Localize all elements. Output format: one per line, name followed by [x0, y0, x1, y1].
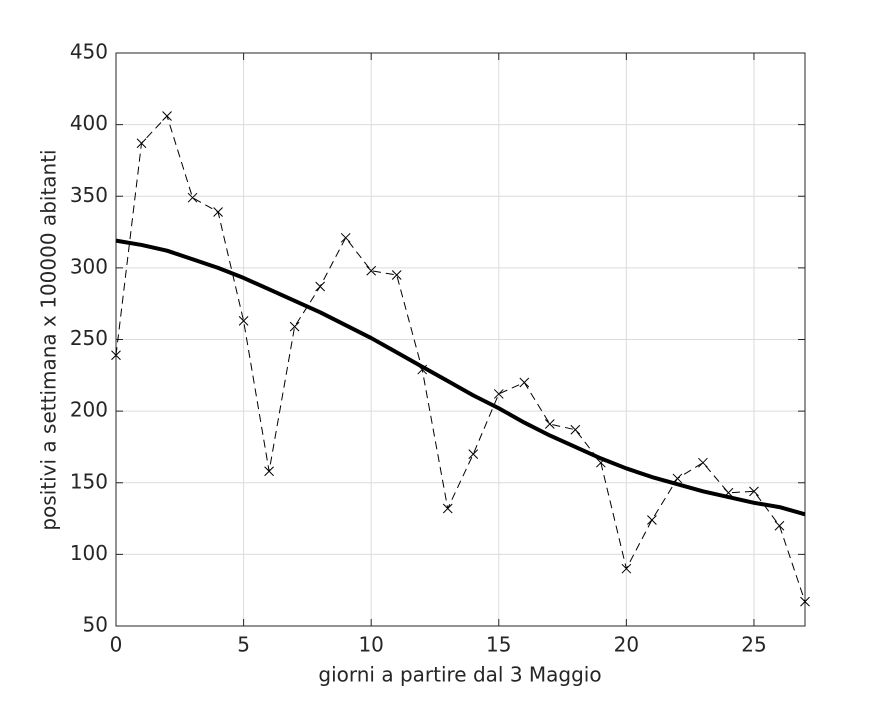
y-tick-label: 300	[70, 254, 108, 278]
data-marker	[800, 596, 810, 607]
data-marker	[442, 503, 453, 514]
data-marker	[774, 520, 785, 531]
data-line	[115, 115, 806, 602]
x-axis-label: giorni a partire dal 3 Maggio	[318, 663, 601, 687]
data-marker	[340, 232, 351, 243]
data-marker	[391, 270, 402, 280]
plot-frame	[115, 52, 806, 627]
x-tick-label: 5	[237, 633, 250, 657]
x-tick-label: 0	[110, 633, 123, 657]
y-tick-label: 250	[70, 326, 108, 350]
y-axis-label: positivi a settimana x 100000 abitanti	[37, 149, 61, 530]
y-tick-label: 400	[70, 111, 108, 135]
data-marker	[136, 138, 147, 149]
data-marker	[570, 424, 581, 435]
y-tick-label: 150	[70, 469, 108, 493]
data-marker	[519, 377, 530, 388]
data-marker	[647, 515, 657, 525]
data-marker	[238, 316, 249, 326]
y-tick-label: 350	[70, 183, 108, 207]
data-marker	[749, 486, 759, 497]
data-marker	[162, 111, 172, 121]
x-tick-label: 20	[614, 633, 639, 657]
data-marker	[289, 321, 300, 332]
x-tick-label: 15	[486, 633, 511, 657]
data-marker	[698, 457, 708, 468]
data-marker	[213, 207, 223, 217]
data-marker	[544, 419, 555, 429]
data-line	[115, 238, 806, 517]
data-marker	[468, 449, 479, 459]
data-marker	[315, 281, 326, 292]
x-tick-label: 10	[358, 633, 383, 657]
y-tick-label: 450	[70, 40, 108, 64]
data-marker	[493, 389, 504, 399]
x-tick-label: 25	[741, 633, 766, 657]
y-tick-label: 100	[70, 541, 108, 565]
data-marker	[264, 466, 274, 477]
data-marker	[621, 563, 632, 574]
data-marker	[111, 350, 121, 361]
y-tick-label: 200	[70, 398, 108, 422]
data-marker	[187, 192, 198, 203]
data-marker	[366, 265, 377, 276]
y-tick-label: 50	[83, 613, 108, 637]
